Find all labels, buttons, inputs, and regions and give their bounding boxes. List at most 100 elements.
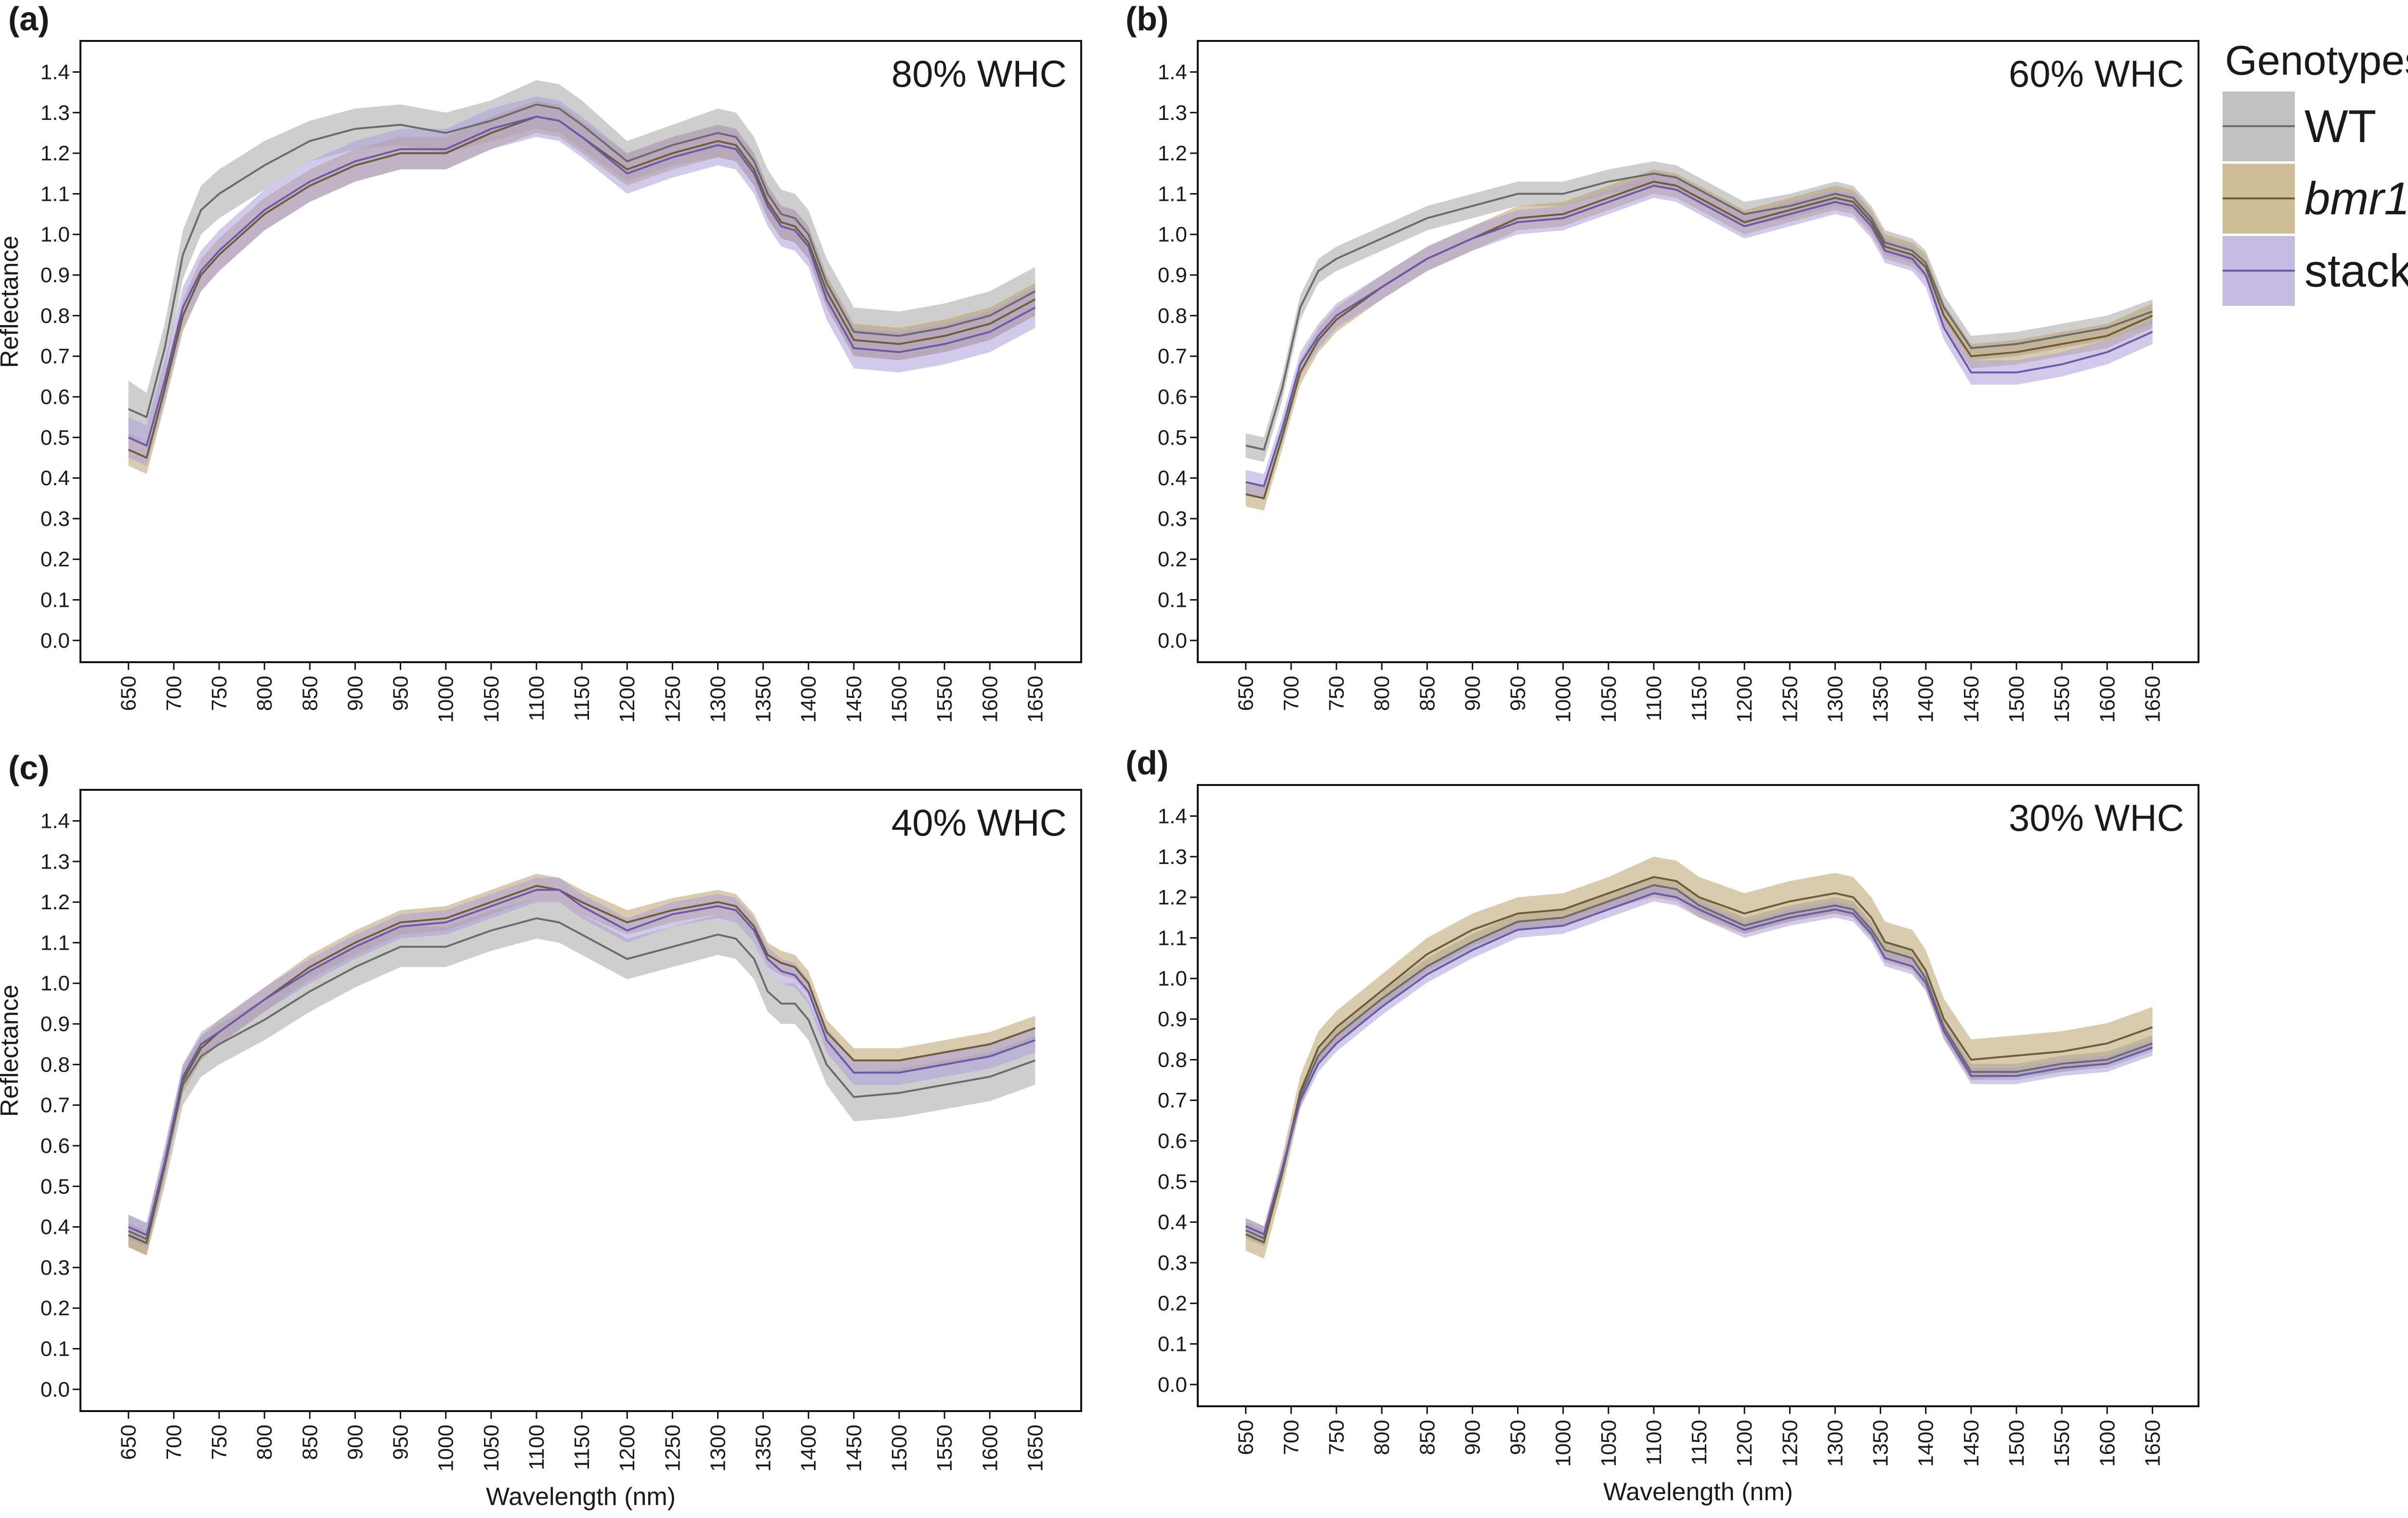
y-tick-label: 0.5: [1158, 1170, 1187, 1193]
x-tick-label: 1650: [1023, 676, 1047, 723]
y-tick-label: 0.1: [1158, 1333, 1187, 1356]
y-tick-label: 0.1: [40, 589, 70, 612]
x-tick-label: 850: [1415, 676, 1439, 711]
x-tick-label: 1300: [706, 676, 730, 723]
y-tick-label: 0.4: [40, 467, 70, 490]
x-tick-label: 1000: [434, 676, 458, 723]
y-tick-label: 1.2: [1158, 886, 1187, 909]
x-tick-label: 750: [1325, 1420, 1348, 1455]
series-line-bmr12: [1245, 876, 2153, 1244]
x-tick-label: 1550: [933, 1425, 956, 1472]
y-tick-label: 0.7: [1158, 345, 1187, 368]
x-tick-label: 1550: [2050, 1420, 2074, 1467]
legend-label: stacked: [2304, 245, 2408, 297]
x-tick-label: 1300: [1823, 1420, 1847, 1467]
series-band-stacked: [128, 877, 1035, 1247]
legend: Genotypes WT bmr12 stacked: [2223, 38, 2408, 306]
y-tick-label: 0.2: [1158, 1292, 1187, 1315]
plot-frame: [79, 40, 1082, 663]
y-tick-label: 1.2: [40, 142, 70, 165]
y-tick-label: 0.9: [1158, 263, 1187, 287]
y-tick-label: 0.2: [40, 1296, 70, 1320]
x-tick-label: 1100: [525, 1425, 549, 1470]
panel-label: (b): [1125, 0, 1168, 38]
y-tick-label: 0.0: [1158, 1373, 1187, 1397]
y-tick-label: 1.3: [40, 850, 70, 874]
y-tick-label: 0.1: [1158, 589, 1187, 612]
y-tick-label: 1.1: [40, 182, 70, 206]
legend-label: WT: [2304, 101, 2376, 152]
x-tick-label: 950: [1506, 1420, 1530, 1455]
y-tick-label: 0.6: [1158, 1129, 1187, 1153]
x-tick-label: 900: [343, 676, 367, 711]
x-tick-label: 1350: [1869, 676, 1893, 723]
x-tick-label: 750: [1325, 676, 1348, 711]
x-tick-label: 900: [343, 1425, 367, 1460]
y-tick-label: 0.6: [40, 385, 70, 409]
y-tick-label: 0.3: [1158, 1251, 1187, 1275]
x-tick-label: 1150: [570, 676, 594, 721]
x-tick-label: 1000: [1552, 676, 1575, 723]
x-tick-label: 1450: [1960, 1420, 1983, 1467]
y-tick-label: 1.3: [1158, 101, 1187, 125]
y-tick-label: 0.2: [40, 548, 70, 571]
y-tick-label: 1.2: [40, 890, 70, 914]
x-tick-label: 1600: [2095, 676, 2119, 723]
y-tick-label: 0.3: [40, 507, 70, 531]
y-tick-label: 0.7: [1158, 1089, 1187, 1112]
panel-label: (d): [1125, 744, 1168, 782]
x-tick-label: 1200: [615, 1425, 639, 1472]
series-line-WT: [1245, 884, 2153, 1240]
x-tick-label: 700: [1280, 1420, 1303, 1455]
y-tick-label: 0.7: [40, 1094, 70, 1117]
y-tick-label: 1.0: [40, 972, 70, 995]
y-tick-label: 0.6: [40, 1134, 70, 1158]
x-tick-label: 650: [1234, 1420, 1258, 1455]
condition-title: 30% WHC: [2009, 797, 2184, 839]
series-line-stacked: [128, 116, 1036, 447]
y-tick-label: 1.4: [1158, 805, 1187, 828]
x-tick-label: 750: [208, 1425, 231, 1460]
y-tick-label: 0.8: [40, 1053, 70, 1076]
x-tick-label: 1600: [2095, 1420, 2119, 1467]
x-tick-label: 1000: [1552, 1420, 1575, 1467]
y-tick-label: 0.5: [40, 426, 70, 449]
x-axis-title: Wavelength (nm): [1603, 1478, 1793, 1506]
x-tick-label: 1050: [1597, 676, 1621, 723]
y-tick-label: 1.4: [40, 61, 70, 84]
chart-panel: 0.0 0.1 0.2 0.3 0.4 0.5 0.6 0.7 0.8 0.9 1.0 1.1 1.2 1…: [1125, 0, 2199, 723]
y-tick-label: 0.6: [1158, 385, 1187, 409]
y-tick-label: 0.1: [40, 1337, 70, 1361]
y-tick-label: 0.0: [40, 629, 70, 653]
x-tick-label: 1150: [570, 1425, 594, 1470]
x-tick-label: 1250: [661, 1425, 684, 1472]
y-tick-label: 0.9: [1158, 1008, 1187, 1031]
x-tick-label: 850: [298, 676, 322, 711]
y-tick-label: 0.4: [1158, 467, 1187, 490]
x-tick-label: 1450: [842, 676, 866, 723]
series-line-WT: [128, 103, 1036, 419]
x-tick-label: 1650: [1023, 1425, 1047, 1472]
x-tick-label: 1100: [1642, 1420, 1666, 1466]
series-line-stacked: [128, 889, 1036, 1237]
y-tick-label: 0.8: [40, 304, 70, 327]
plot-frame: [1197, 784, 2199, 1407]
series-line-bmr12: [128, 116, 1036, 459]
series-line-WT: [128, 917, 1036, 1241]
x-tick-label: 1200: [1733, 676, 1756, 723]
y-tick-label: 1.0: [1158, 223, 1187, 247]
x-tick-label: 950: [389, 676, 413, 711]
y-tick-label: 0.0: [1158, 629, 1187, 653]
x-tick-label: 1350: [752, 1425, 775, 1472]
x-tick-label: 1450: [1960, 676, 1983, 723]
x-tick-label: 650: [117, 1425, 141, 1460]
x-tick-label: 850: [1415, 1420, 1439, 1455]
x-tick-label: 800: [1370, 1420, 1394, 1455]
x-tick-label: 1300: [1823, 676, 1847, 723]
x-tick-label: 800: [253, 676, 276, 711]
x-tick-label: 1400: [1914, 676, 1938, 723]
x-tick-label: 1650: [2141, 1420, 2164, 1467]
x-tick-label: 1100: [525, 676, 549, 721]
x-tick-label: 1150: [1688, 1420, 1711, 1466]
y-tick-label: 0.0: [40, 1378, 70, 1401]
